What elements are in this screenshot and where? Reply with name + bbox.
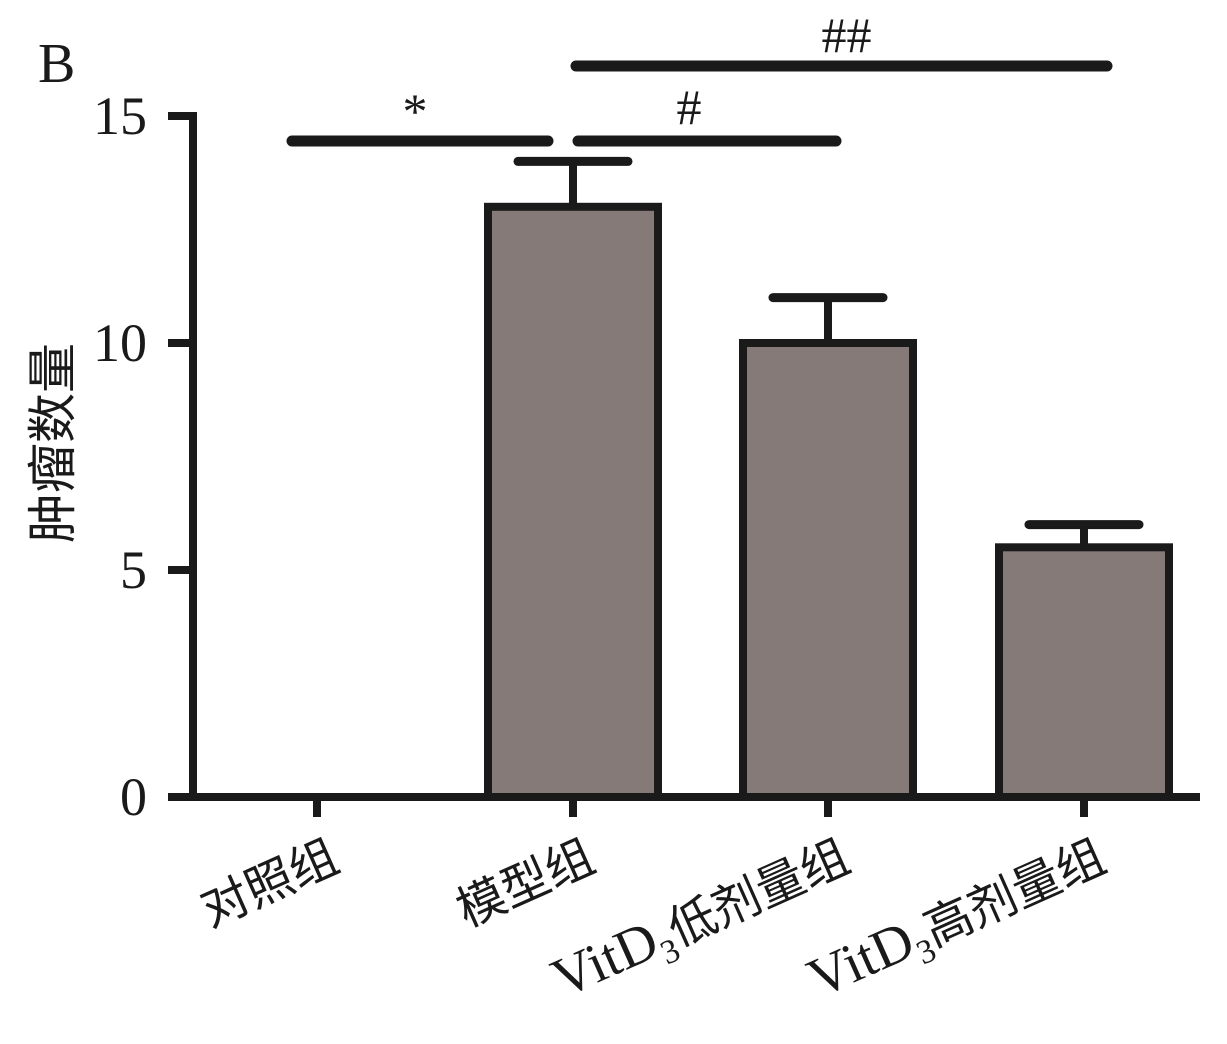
x-tick-label: 模型组 [449, 829, 603, 939]
x-tick-label: VitD3高剂量组 [799, 824, 1117, 1016]
bar [995, 543, 1173, 801]
x-tick-label: 对照组 [193, 829, 347, 939]
significance-label: * [403, 83, 428, 139]
bar [739, 339, 917, 801]
significance-label: ## [822, 7, 872, 63]
y-tick-label: 5 [120, 540, 147, 600]
y-tick-label: 0 [120, 767, 147, 827]
y-tick-label: 15 [93, 86, 147, 146]
y-axis-label: 肿瘤数量 [24, 343, 82, 543]
panel-label: B [38, 33, 75, 95]
y-tick-label: 10 [93, 313, 147, 373]
bar [484, 202, 662, 802]
significance-label: # [677, 79, 702, 135]
